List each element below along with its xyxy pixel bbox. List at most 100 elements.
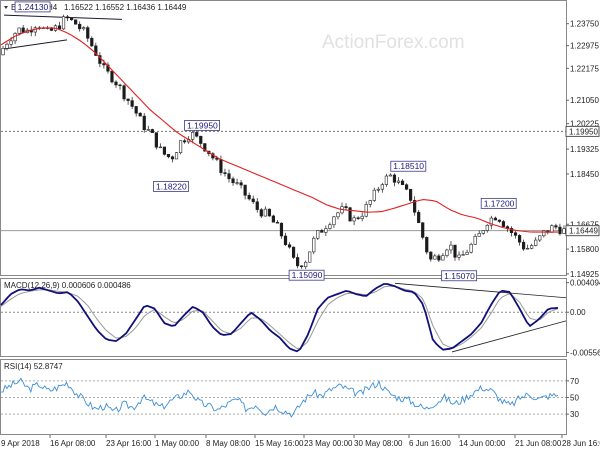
candle-body — [271, 215, 275, 223]
candle-body — [477, 233, 481, 237]
rsi-line — [0, 377, 559, 418]
price-axis-label: 1.22975 — [570, 42, 599, 51]
candle-body — [328, 224, 332, 229]
candle-body — [493, 217, 497, 221]
candle-body — [400, 180, 405, 186]
candle-body — [308, 251, 312, 263]
candle-body — [376, 188, 380, 191]
candle-body — [90, 37, 94, 47]
candle-body — [421, 222, 425, 238]
candle-body — [538, 235, 542, 241]
candle-body — [522, 241, 526, 250]
candle-body — [162, 146, 167, 155]
price-annotation-label: 1.18510 — [393, 161, 424, 171]
candle-body — [279, 222, 284, 237]
watermark: ActionForex.com — [322, 32, 465, 53]
level-price-box — [565, 125, 600, 137]
price-annotation-label: 1.19950 — [187, 120, 218, 130]
date-axis-label: 14 Jun 00:00 — [459, 439, 506, 448]
candle-body — [65, 16, 70, 19]
candle-body — [275, 221, 280, 224]
candle-body — [5, 43, 9, 49]
candle-body — [417, 211, 421, 224]
rsi-series-layer — [0, 377, 566, 418]
trendline-bottom — [1, 39, 68, 50]
candle-body — [74, 19, 78, 25]
candle-body — [102, 63, 106, 66]
candle-body — [425, 237, 429, 253]
candle-body — [70, 17, 74, 21]
ohlc-values: 1.16522 1.16552 1.16436 1.16449 — [64, 3, 187, 12]
candle-body — [433, 255, 437, 260]
price-annotation-label: 1.15090 — [292, 270, 323, 280]
candle-body — [195, 132, 199, 137]
candle-body — [178, 140, 183, 154]
candle-body — [320, 230, 324, 233]
candle-body — [413, 200, 417, 213]
candle-body — [199, 135, 203, 144]
date-axis-label: 16 Apr 08:00 — [50, 439, 96, 448]
price-annotation-box — [288, 269, 325, 281]
candle-body — [409, 188, 413, 201]
candle-body — [170, 156, 175, 160]
candle-body — [243, 184, 247, 196]
candle-body — [122, 85, 126, 100]
candle-body — [517, 235, 522, 243]
level-price-label: 1.19950 — [569, 127, 598, 136]
rsi-axis: 70 50 30 — [566, 377, 579, 419]
candle-body — [17, 27, 21, 34]
macd-axis: 0.004094 0.00 -0.005568 — [566, 279, 600, 357]
macd-series-layer — [0, 282, 567, 353]
candle-body — [554, 225, 558, 228]
candle-body — [558, 226, 562, 234]
macd-axis-label: 0.00 — [570, 308, 586, 317]
candle-body — [231, 178, 235, 184]
price-axis-label: 1.14925 — [570, 270, 599, 279]
candle-body — [562, 228, 566, 234]
date-axis-label: 23 Apr 16:00 — [106, 439, 152, 448]
candle-body — [223, 172, 227, 174]
candle-body — [501, 221, 506, 227]
date-axis-label: 15 May 16:00 — [255, 439, 304, 448]
candle-body — [150, 129, 154, 133]
price-panel-frame — [0, 0, 567, 276]
candle-body — [1, 48, 5, 56]
candle-body — [316, 230, 320, 239]
candle-body — [166, 154, 171, 158]
candle-body — [138, 112, 142, 117]
candle-body — [263, 208, 267, 217]
date-axis: 9 Apr 2018 16 Apr 08:00 23 Apr 16:00 1 May … — [1, 435, 600, 448]
price-axis-label: 1.18450 — [570, 170, 599, 179]
macd-signal-line — [0, 285, 559, 349]
candle-body — [86, 27, 90, 39]
price-axis-label: 1.16675 — [570, 220, 599, 229]
macd-line — [0, 283, 559, 353]
price-axis-label: 1.22175 — [570, 64, 599, 73]
candle-body — [352, 217, 356, 222]
candle-body — [348, 207, 352, 222]
candle-body — [82, 27, 86, 30]
candle-body — [372, 189, 376, 201]
candle-body — [380, 184, 384, 190]
candle-body — [239, 182, 243, 186]
rsi-axis-label: 70 — [570, 377, 579, 386]
candle-body — [259, 209, 263, 217]
candle-body — [457, 254, 461, 258]
rsi-axis-label: 30 — [570, 410, 579, 419]
current-price-box — [565, 225, 600, 237]
candle-body — [57, 25, 62, 30]
macd-axis-label: -0.005568 — [570, 348, 600, 357]
candle-body — [336, 212, 340, 218]
price-axis-label: 1.19325 — [570, 145, 599, 154]
date-axis-label: 9 Apr 2018 — [1, 439, 40, 448]
candle-body — [473, 236, 477, 245]
candle-body — [441, 255, 445, 261]
candle-body — [291, 246, 296, 258]
candle-body — [158, 146, 162, 149]
candle-body — [9, 40, 13, 45]
candle-body — [110, 70, 114, 83]
date-axis-label: 23 May 00:00 — [304, 439, 353, 448]
candle-body — [203, 143, 207, 152]
candle-body — [497, 219, 501, 222]
